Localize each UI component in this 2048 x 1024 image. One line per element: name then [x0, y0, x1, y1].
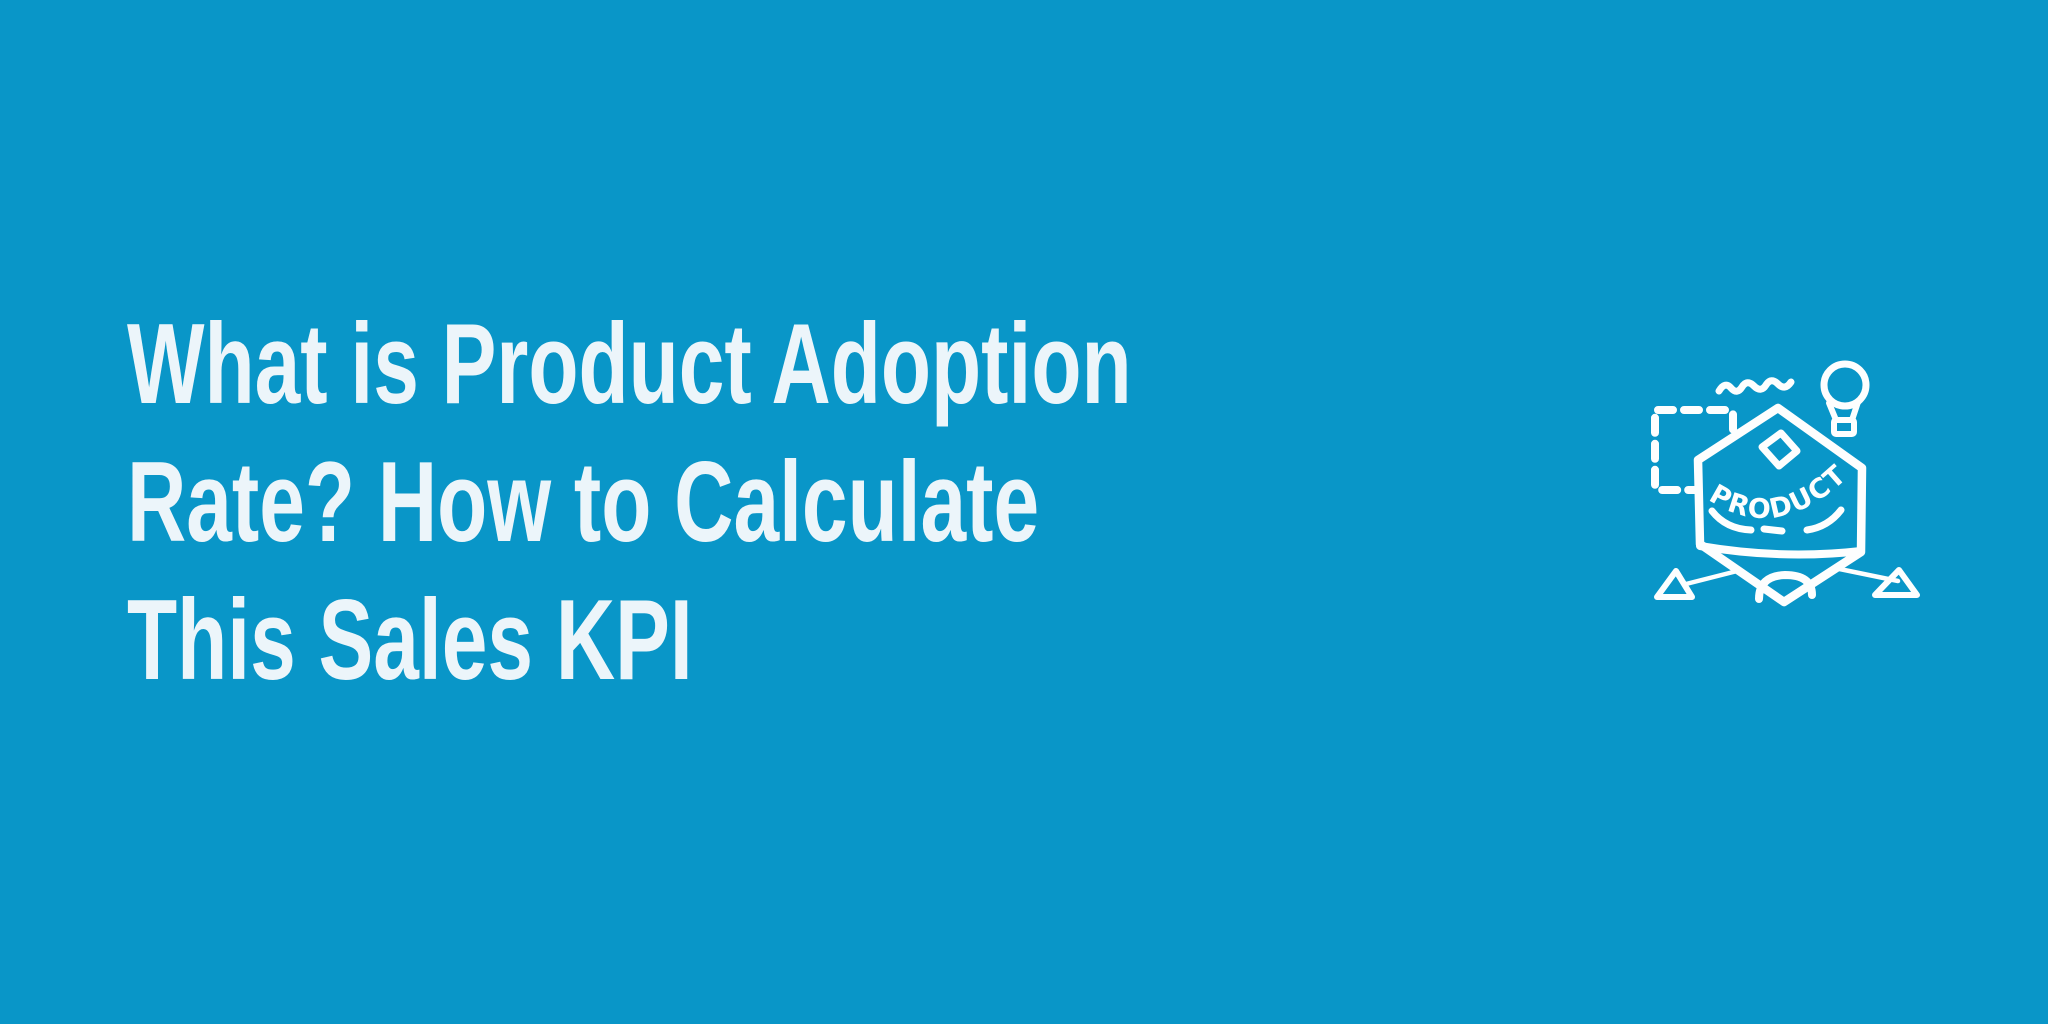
squiggle-icon: [1715, 377, 1795, 395]
lightbulb-icon: [1820, 360, 1870, 437]
left-triangle-icon: [1654, 568, 1695, 600]
banner-title-line-3: This Sales KPI: [127, 577, 693, 704]
gem-badge-icon: PRODUCT: [1693, 403, 1867, 607]
gem-bottom-arc: [1755, 571, 1816, 603]
banner-title-line-2: Rate? How to Calculate: [127, 439, 1040, 566]
badge-underline-strokes: [1708, 506, 1845, 535]
diamond-icon: [1758, 429, 1801, 470]
right-triangle-icon: [1872, 567, 1920, 598]
gem-girdle-line: [1696, 542, 1865, 559]
banner-title: What is Product Adoption Rate? How to Ca…: [127, 296, 1132, 710]
banner-title-line-1: What is Product Adoption: [127, 301, 1132, 428]
